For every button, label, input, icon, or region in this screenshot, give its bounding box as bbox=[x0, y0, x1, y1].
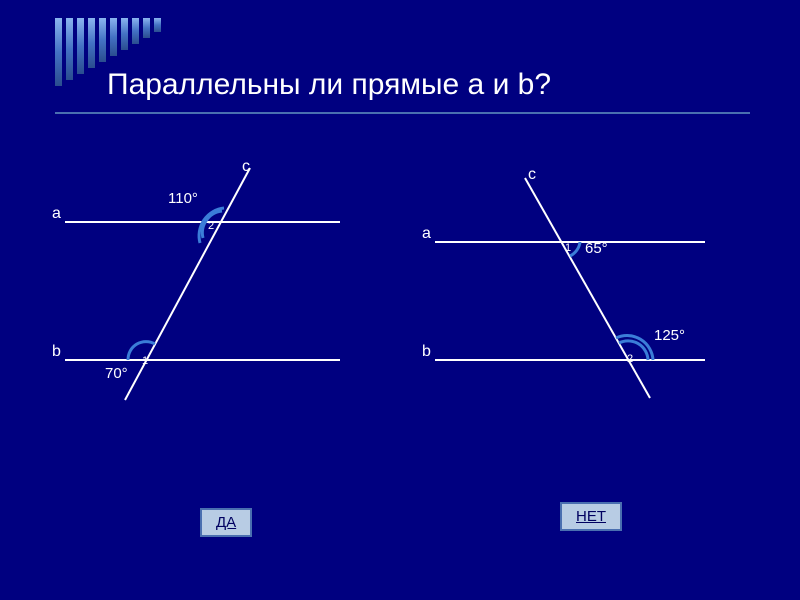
left-diagram: a b c 110° 2 70° 1 bbox=[50, 160, 370, 440]
angle-65: 65° bbox=[585, 240, 608, 257]
yes-button[interactable]: ДА bbox=[200, 508, 252, 537]
angle-num-1-left: 1 bbox=[142, 355, 148, 367]
angle-110: 110° bbox=[168, 190, 198, 207]
title-container: Параллельны ли прямые a и b? bbox=[55, 68, 750, 114]
label-c-left: c bbox=[242, 158, 250, 176]
angle-num-2-left: 2 bbox=[208, 220, 214, 232]
angle-num-2-right: 2 bbox=[627, 353, 633, 365]
label-a-right: a bbox=[422, 225, 431, 243]
page-title: Параллельны ли прямые a и b? bbox=[55, 68, 750, 102]
angle-125: 125° bbox=[654, 327, 685, 344]
no-button-label: НЕТ bbox=[576, 508, 606, 525]
right-diagram-svg bbox=[420, 170, 740, 430]
diagram-area: a b c 110° 2 70° 1 a b c 65° 1 125° 2 bbox=[0, 160, 800, 500]
right-diagram: a b c 65° 1 125° 2 bbox=[420, 170, 740, 430]
angle-70: 70° bbox=[105, 365, 128, 382]
left-diagram-svg bbox=[50, 160, 370, 440]
label-b-right: b bbox=[422, 343, 431, 361]
no-button[interactable]: НЕТ bbox=[560, 502, 622, 531]
label-c-right: c bbox=[528, 166, 536, 184]
label-a-left: a bbox=[52, 205, 61, 223]
label-b-left: b bbox=[52, 343, 61, 361]
yes-button-label: ДА bbox=[216, 514, 236, 531]
angle-num-1-right: 1 bbox=[565, 242, 571, 254]
